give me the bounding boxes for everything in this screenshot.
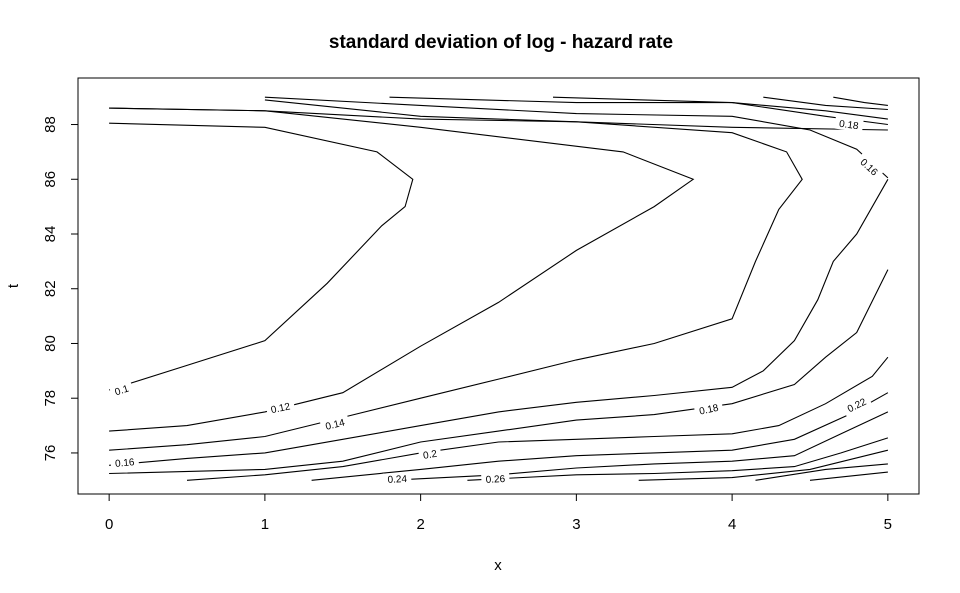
x-tick-label: 1 (261, 516, 269, 533)
contour-line (109, 179, 889, 466)
x-tick-label: 3 (572, 516, 580, 533)
contour-line (311, 392, 889, 481)
contour-level-label: 0.1 (114, 383, 131, 398)
contour-level-label: 0.2 (422, 449, 438, 462)
x-tick-label: 2 (416, 516, 424, 533)
y-axis: 76 78 80 82 84 86 88 (42, 116, 79, 462)
contour-label-background (265, 399, 296, 417)
contour-line (552, 96, 888, 120)
contour-label-background (693, 400, 724, 418)
contour-line (109, 99, 803, 451)
x-axis: 0 1 2 3 4 5 (105, 493, 892, 533)
contour-label-background (418, 446, 442, 462)
contour-line (755, 463, 888, 481)
y-axis-label: t (5, 283, 22, 288)
contour-label-background (382, 472, 412, 486)
contour-label-background (319, 415, 350, 434)
x-axis-label: x (494, 557, 502, 574)
contour-line (809, 471, 888, 481)
y-tick-label: 86 (42, 171, 59, 188)
contour-line (833, 96, 888, 106)
contour-level-label: 0.12 (270, 401, 292, 416)
contour-line (108, 122, 414, 391)
contour-level-label: 0.14 (324, 417, 346, 432)
y-tick-label: 84 (42, 226, 59, 243)
chart-title: standard deviation of log - hazard rate (329, 32, 673, 53)
contour-line (109, 269, 889, 475)
contour-line (467, 437, 889, 481)
contour-labels: 0.10.120.140.160.180.160.20.180.220.24 0.… (109, 116, 884, 486)
contour-line (109, 107, 695, 432)
contour-line (186, 356, 889, 481)
contour-line (763, 96, 888, 111)
contour-level-label: 0.18 (698, 403, 720, 418)
x-tick-label: 5 (884, 516, 892, 533)
contour-level-label: 0.18 (838, 119, 859, 133)
y-tick-label: 82 (42, 280, 59, 297)
contour-label-background (854, 153, 884, 181)
contour-line (638, 449, 889, 481)
x-tick-label: 0 (105, 516, 113, 533)
y-tick-label: 88 (42, 116, 59, 133)
contour-label-background (109, 380, 134, 400)
contour-line (264, 96, 889, 179)
contour-label-background (481, 472, 510, 486)
contour-level-label: 0.26 (485, 474, 505, 486)
contour-label-background (841, 393, 872, 417)
y-tick-label: 76 (42, 445, 59, 462)
contour-label-background (834, 116, 864, 133)
contour-line (389, 411, 889, 481)
contour-level-label: 0.16 (115, 457, 136, 470)
contour-label-background (110, 455, 140, 470)
contour-level-label: 0.24 (387, 474, 407, 486)
x-tick-label: 4 (728, 516, 736, 533)
y-tick-label: 80 (42, 335, 59, 352)
y-tick-label: 78 (42, 390, 59, 407)
contour-lines (108, 96, 889, 481)
